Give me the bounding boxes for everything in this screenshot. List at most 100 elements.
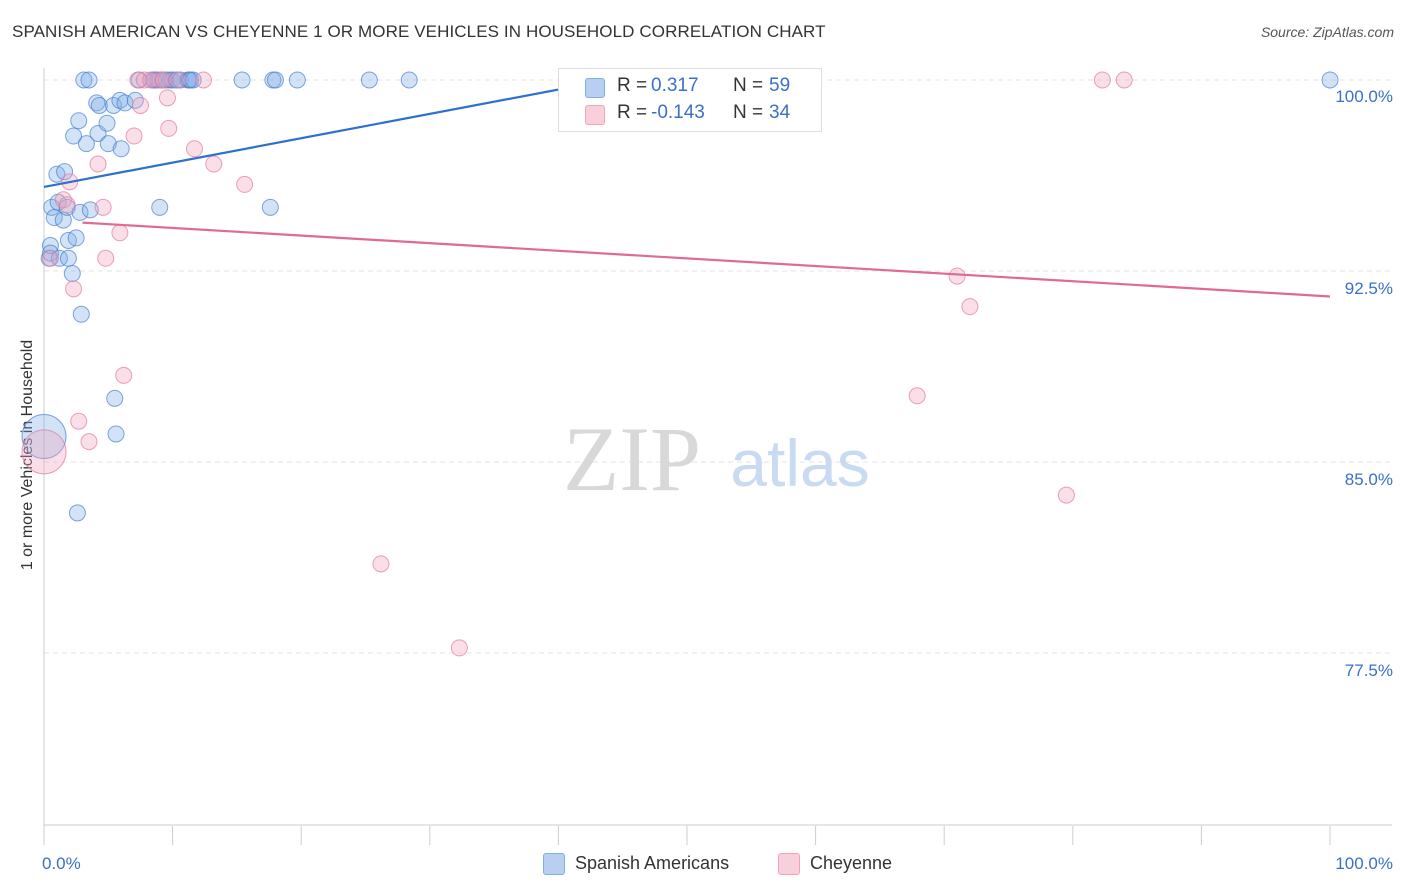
data-point (89, 155, 107, 173)
data-point (80, 71, 98, 89)
data-point (75, 71, 93, 89)
grid-lines (44, 79, 1392, 654)
legend-swatch-pink (585, 105, 605, 125)
data-point (151, 198, 169, 216)
legend-r-label: R = (617, 75, 648, 96)
legend-r-value: 0.317 (651, 75, 699, 96)
data-point (65, 127, 83, 145)
data-point (129, 71, 147, 89)
data-point (155, 71, 173, 89)
data-point (158, 89, 176, 107)
data-point (961, 298, 979, 316)
data-point (450, 639, 468, 657)
data-point (56, 163, 74, 181)
data-point (261, 198, 279, 216)
axes (43, 68, 1392, 845)
legend-n-value: 59 (769, 75, 791, 96)
data-point (80, 433, 98, 451)
data-point (97, 249, 115, 267)
data-point (98, 114, 116, 132)
source-label: Source: ZipAtlas.com (1260, 24, 1394, 40)
data-point (1057, 486, 1075, 504)
legend-r-value: -0.143 (651, 102, 705, 123)
data-point (68, 504, 86, 522)
legend-label: Spanish Americans (575, 853, 730, 873)
data-point (63, 265, 81, 283)
data-points (21, 71, 1339, 657)
data-point (21, 429, 67, 475)
data-point (266, 71, 284, 89)
data-point (126, 91, 144, 109)
data-point (90, 96, 108, 114)
legend-row-cheyenne: R = -0.143 N = 34 (559, 100, 821, 128)
data-point (67, 229, 85, 247)
stats-legend: R = 0.317 N = 59 R = -0.143 N = 34 (558, 68, 822, 132)
data-point (125, 127, 143, 145)
legend-n-label: N = (733, 75, 764, 96)
legend-n-value: 34 (769, 102, 791, 123)
y-tick-label: 100.0% (1335, 87, 1393, 106)
y-tick-label: 77.5% (1345, 661, 1393, 680)
data-point (106, 389, 124, 407)
x-tick-label: 0.0% (42, 854, 81, 873)
data-point (115, 366, 133, 384)
data-point (111, 91, 129, 109)
data-point (135, 71, 153, 89)
data-point (169, 71, 187, 89)
data-point (88, 94, 106, 112)
legend-r-label: R = (617, 102, 648, 123)
data-point (184, 71, 202, 89)
data-point (160, 119, 178, 137)
trend-line-cheyenne (82, 221, 1331, 298)
data-point (1093, 71, 1111, 89)
data-point (908, 387, 926, 405)
data-point (65, 280, 83, 298)
data-point (185, 140, 203, 158)
data-point (233, 71, 251, 89)
data-point (71, 203, 89, 221)
legend-label: Cheyenne (810, 853, 893, 873)
watermark-atlas: atlas (730, 426, 869, 500)
data-point (58, 196, 76, 214)
data-point (41, 244, 59, 262)
data-point (59, 249, 77, 267)
data-point (288, 71, 306, 89)
data-point (372, 555, 390, 573)
series-cheyenne (21, 71, 1133, 657)
legend-swatch-blue (585, 78, 605, 98)
data-point (194, 71, 212, 89)
data-point (360, 71, 378, 89)
data-point (50, 249, 68, 267)
data-point (111, 224, 129, 242)
y-tick-label: 85.0% (1345, 470, 1393, 489)
data-point (131, 96, 149, 114)
y-tick-label: 92.5% (1345, 279, 1393, 298)
trend-lines (43, 73, 1331, 298)
legend-row-spanish-americans: R = 0.317 N = 59 (559, 73, 821, 101)
watermark-zip: ZIP (563, 408, 701, 510)
data-point (1115, 71, 1133, 89)
data-point (70, 112, 88, 130)
legend-swatch-blue (543, 853, 565, 875)
data-point (41, 249, 59, 267)
data-point (205, 155, 223, 173)
tick-labels: 100.0% 92.5% 85.0% 77.5% 0.0% 100.0% (42, 87, 1393, 873)
data-point (142, 71, 160, 89)
trend-line-spanish-americans (43, 73, 636, 189)
legend-swatch-pink (778, 853, 800, 875)
data-point (151, 71, 169, 89)
data-point (70, 412, 88, 430)
data-point (72, 305, 90, 323)
data-point (94, 198, 112, 216)
data-point (948, 267, 966, 285)
watermark: ZIP atlas (563, 408, 870, 510)
data-point (1321, 71, 1339, 89)
data-point (21, 414, 67, 460)
data-point (107, 425, 125, 443)
chart-title: SPANISH AMERICAN VS CHEYENNE 1 OR MORE V… (12, 22, 826, 41)
data-point (112, 140, 130, 158)
series-legend: Spanish Americans Cheyenne (0, 852, 1406, 878)
data-point (400, 71, 418, 89)
data-point (77, 135, 95, 153)
